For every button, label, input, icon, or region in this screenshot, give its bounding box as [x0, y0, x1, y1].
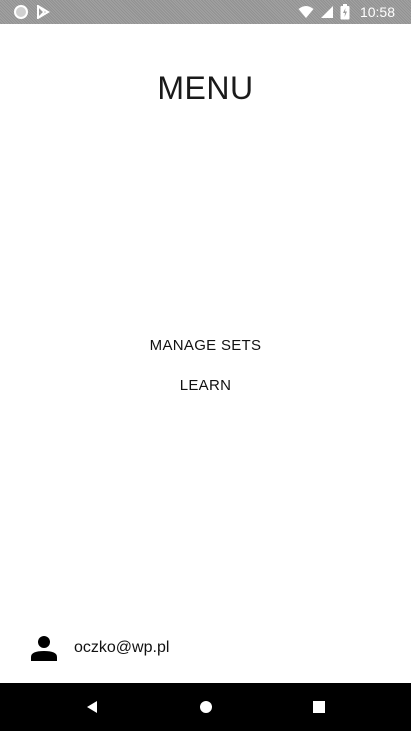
- account-email: oczko@wp.pl: [74, 639, 170, 656]
- navigation-bar: [0, 683, 411, 731]
- status-bar: 10:58: [0, 0, 411, 24]
- recents-icon[interactable]: [307, 695, 331, 719]
- page-title: MENU: [157, 70, 254, 106]
- battery-icon: [340, 4, 350, 20]
- status-bar-left: [14, 0, 50, 24]
- status-bar-right: 10:58: [298, 0, 395, 24]
- status-time: 10:58: [359, 4, 395, 20]
- play-store-icon: [36, 5, 50, 19]
- account-row: oczko@wp.pl: [30, 632, 169, 664]
- back-icon[interactable]: [80, 695, 104, 719]
- signal-icon: [320, 5, 334, 19]
- person-icon: [30, 634, 58, 662]
- manage-sets-button[interactable]: MANAGE SETS: [0, 337, 411, 354]
- home-icon[interactable]: [194, 695, 218, 719]
- wifi-icon: [298, 5, 314, 19]
- notification-dot-icon: [14, 5, 28, 19]
- learn-button[interactable]: LEARN: [0, 377, 411, 394]
